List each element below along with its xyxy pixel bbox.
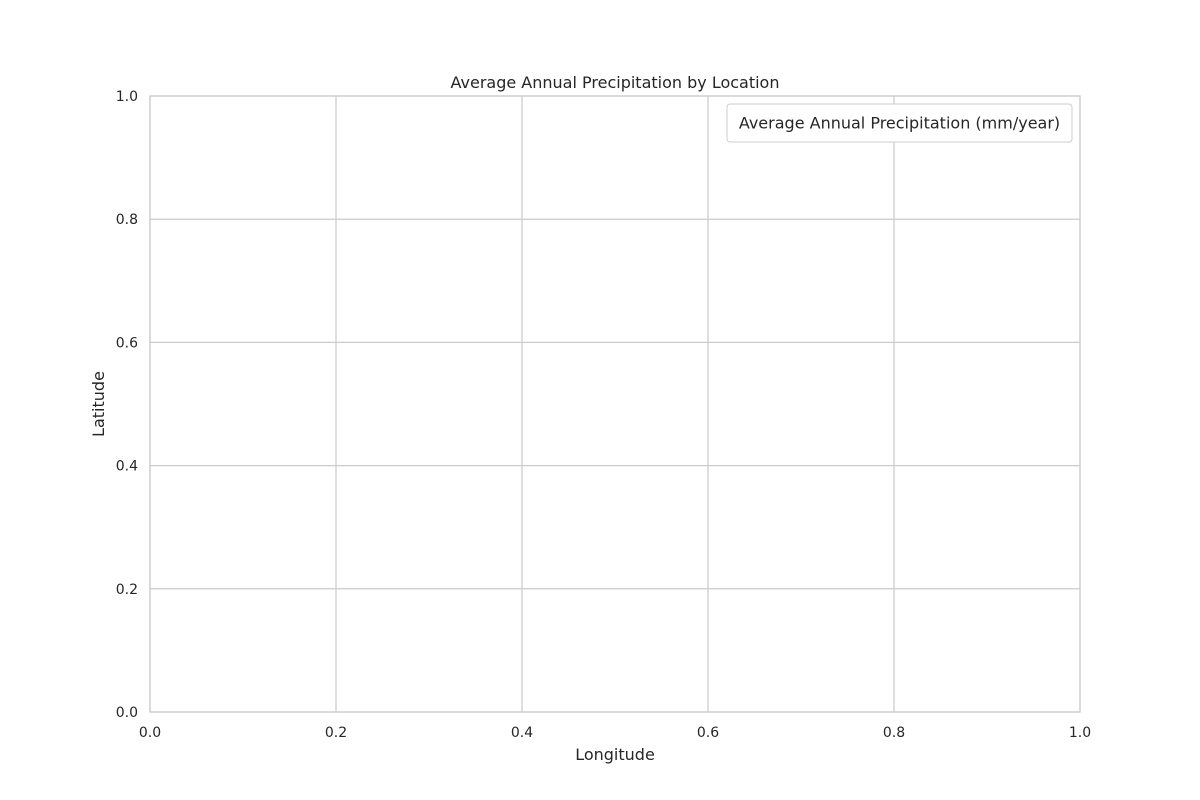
legend: Average Annual Precipitation (mm/year): [726, 103, 1073, 143]
chart-title: Average Annual Precipitation by Location: [451, 73, 780, 92]
x-tick-label: 0.6: [697, 725, 719, 741]
y-tick-label: 0.0: [116, 705, 138, 721]
y-axis-label: Latitude: [89, 371, 108, 437]
y-tick-label: 0.6: [116, 335, 138, 351]
y-tick-label: 1.0: [116, 89, 138, 105]
x-tick-label: 0.4: [511, 725, 533, 741]
x-axis-label: Longitude: [575, 745, 655, 764]
legend-box: [726, 103, 1073, 143]
legend-title: Average Annual Precipitation (mm/year): [739, 114, 1060, 133]
grid-lines: [149, 95, 1081, 713]
tick-labels: 0.0 0.2 0.4 0.6 0.8 1.0 0.0 0.2 0.4 0.6 0.8 1.0: [116, 89, 1091, 741]
x-tick-label: 1.0: [1069, 725, 1091, 741]
y-tick-label: 0.2: [116, 582, 138, 598]
plot-area-frame: [149, 95, 1081, 713]
y-tick-label: 0.4: [116, 459, 138, 475]
x-tick-label: 0.2: [325, 725, 347, 741]
y-tick-label: 0.8: [116, 212, 138, 228]
x-tick-label: 0.8: [883, 725, 905, 741]
x-tick-label: 0.0: [139, 725, 161, 741]
